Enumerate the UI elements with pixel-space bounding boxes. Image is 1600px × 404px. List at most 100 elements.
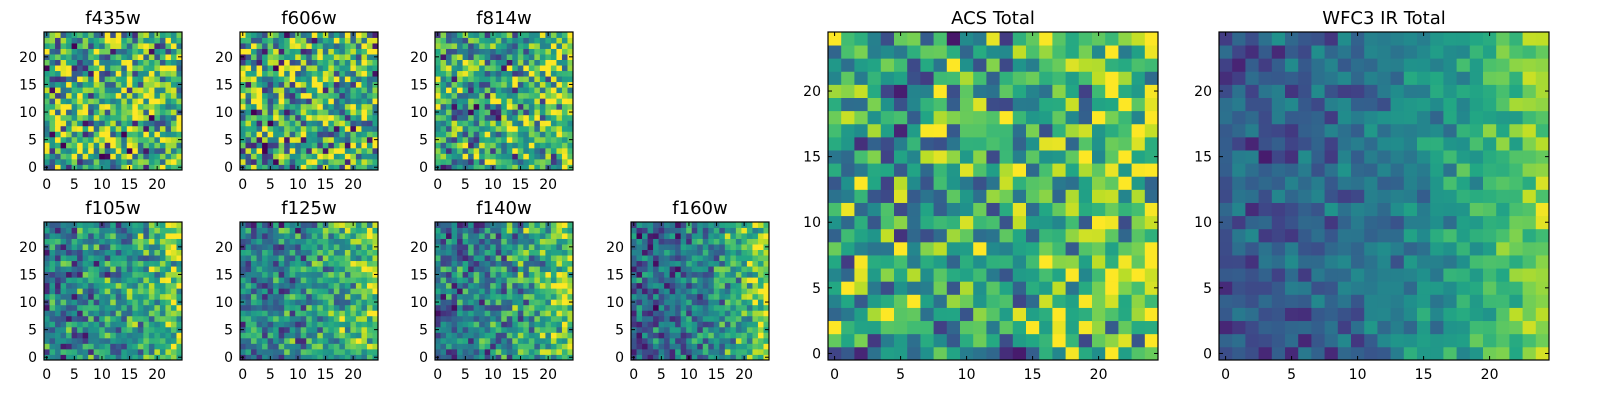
heatmap-cell: [758, 222, 764, 228]
heatmap-cell: [457, 316, 463, 322]
heatmap-cell: [653, 233, 659, 239]
heatmap-cell: [435, 288, 441, 294]
heatmap-cell: [697, 310, 703, 316]
heatmap-cell: [66, 316, 72, 322]
heatmap-cell: [61, 244, 67, 250]
heatmap-cell: [55, 32, 61, 38]
heatmap-cell: [692, 228, 698, 234]
heatmap-cell: [659, 321, 665, 327]
heatmap-cell: [356, 338, 362, 344]
heatmap-cell: [529, 82, 535, 88]
heatmap-cell: [345, 159, 351, 165]
heatmap-cell: [1132, 347, 1146, 361]
heatmap-cell: [240, 294, 246, 300]
heatmap-cell: [719, 283, 725, 289]
heatmap-cell: [479, 283, 485, 289]
heatmap-cell: [435, 261, 441, 267]
heatmap-cell: [110, 305, 116, 311]
y-tick-label: 15: [410, 267, 428, 283]
heatmap-cell: [83, 327, 89, 333]
heatmap-cell: [50, 43, 56, 49]
heatmap-cell: [116, 272, 122, 278]
heatmap-cell: [703, 228, 709, 234]
heatmap-cell: [110, 32, 116, 38]
heatmap-cell: [273, 137, 279, 143]
heatmap-cell: [868, 203, 882, 217]
heatmap-cell: [468, 222, 474, 228]
heatmap-cell: [77, 233, 83, 239]
heatmap-cell: [356, 255, 362, 261]
heatmap-cell: [268, 71, 274, 77]
y-tick-label: 10: [410, 105, 428, 121]
heatmap-cell: [273, 239, 279, 245]
heatmap-cell: [257, 93, 263, 99]
heatmap-cell: [367, 98, 373, 104]
heatmap-cell: [463, 115, 469, 121]
heatmap-cell: [94, 233, 100, 239]
heatmap-cell: [132, 142, 138, 148]
heatmap-cell: [290, 43, 296, 49]
heatmap-cell: [323, 310, 329, 316]
heatmap-cell: [692, 338, 698, 344]
heatmap-cell: [339, 338, 345, 344]
heatmap-cell: [518, 305, 524, 311]
heatmap-cell: [149, 60, 155, 66]
heatmap-cell: [367, 76, 373, 82]
heatmap-cell: [747, 316, 753, 322]
heatmap-cell: [512, 239, 518, 245]
heatmap-cell: [868, 281, 882, 295]
heatmap-cell: [110, 272, 116, 278]
heatmap-cell: [446, 65, 452, 71]
heatmap-cell: [328, 327, 334, 333]
heatmap-cell: [317, 82, 323, 88]
heatmap-cell: [361, 283, 367, 289]
heatmap-cell: [99, 126, 105, 132]
heatmap-cell: [659, 233, 665, 239]
heatmap-cell: [160, 283, 166, 289]
heatmap-cell: [284, 93, 290, 99]
heatmap-cell: [479, 65, 485, 71]
heatmap-cell: [725, 228, 731, 234]
heatmap-cell: [725, 277, 731, 283]
heatmap-cell: [143, 338, 149, 344]
heatmap-cell: [725, 321, 731, 327]
heatmap-cell: [507, 305, 513, 311]
heatmap-cell: [435, 153, 441, 159]
heatmap-cell: [545, 250, 551, 256]
heatmap-cell: [457, 283, 463, 289]
heatmap-cell: [77, 153, 83, 159]
heatmap-cell: [345, 109, 351, 115]
heatmap-cell: [367, 87, 373, 93]
x-tick-label: 5: [70, 177, 79, 193]
heatmap-cell: [556, 159, 562, 165]
heatmap-cell: [44, 98, 50, 104]
heatmap-cell: [83, 222, 89, 228]
heatmap-cell: [61, 43, 67, 49]
heatmap-cell: [907, 294, 921, 308]
heatmap-cell: [907, 308, 921, 322]
heatmap-cell: [105, 38, 111, 44]
heatmap-cell: [736, 327, 742, 333]
heatmap-cell: [534, 38, 540, 44]
heatmap-cell: [457, 71, 463, 77]
y-tick-label: 0: [28, 350, 37, 366]
heatmap-cell: [534, 228, 540, 234]
heatmap-cell: [149, 338, 155, 344]
heatmap-cell: [841, 150, 855, 164]
heatmap-cell: [653, 332, 659, 338]
heatmap-cell: [719, 338, 725, 344]
heatmap-cell: [367, 49, 373, 55]
heatmap-cell: [653, 255, 659, 261]
heatmap-cell: [99, 299, 105, 305]
heatmap-cell: [894, 334, 908, 348]
heatmap-cell: [479, 82, 485, 88]
heatmap-cell: [160, 60, 166, 66]
heatmap-cell: [149, 126, 155, 132]
heatmap-cell: [518, 87, 524, 93]
heatmap-cell: [540, 82, 546, 88]
heatmap-cell: [1013, 150, 1027, 164]
heatmap-cell: [1079, 189, 1093, 203]
heatmap-cell: [127, 148, 133, 154]
heatmap-cell: [66, 142, 72, 148]
heatmap-cell: [312, 305, 318, 311]
